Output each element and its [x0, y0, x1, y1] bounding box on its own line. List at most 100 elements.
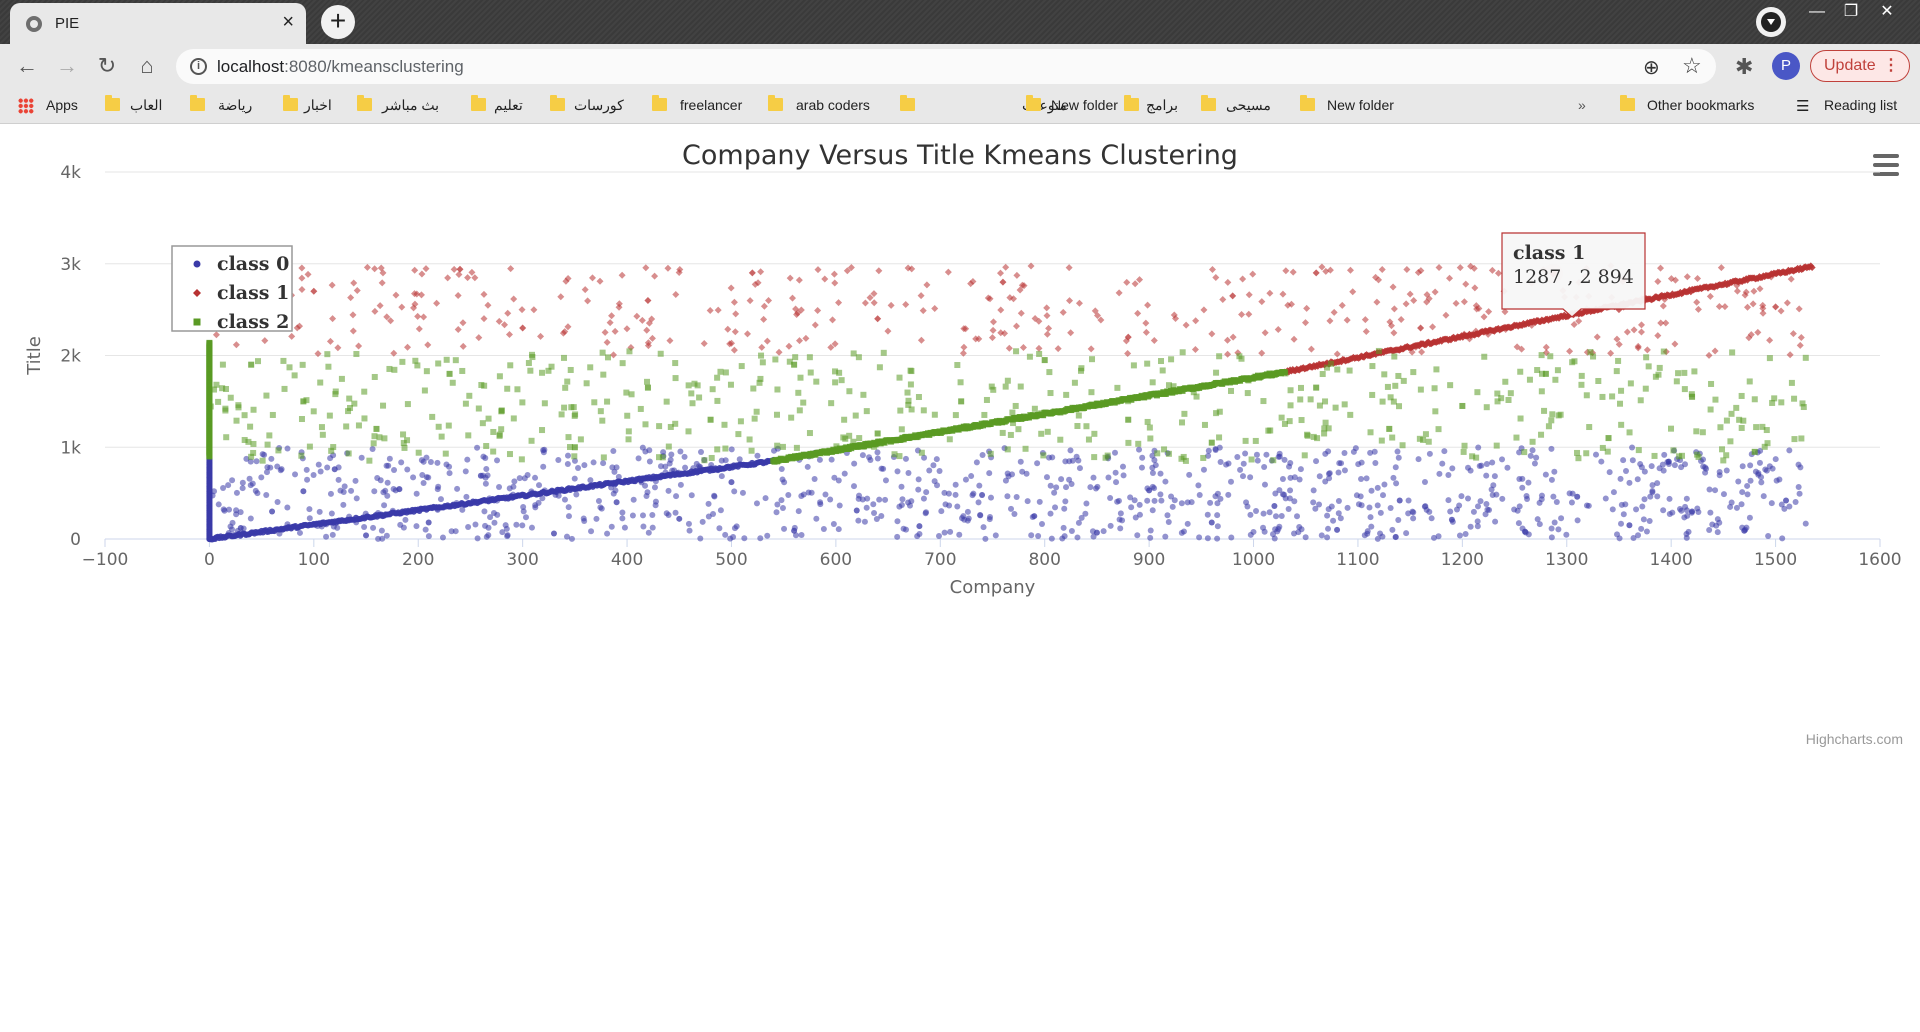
chart-credits[interactable]: Highcharts.com — [1805, 731, 1903, 747]
data-point — [581, 462, 588, 469]
data-point — [1441, 448, 1448, 455]
bookmark-item[interactable]: اخبار — [304, 97, 332, 113]
data-point — [1085, 436, 1092, 443]
bookmark-star-icon[interactable]: ☆ — [1682, 53, 1702, 78]
data-point — [558, 411, 565, 418]
close-window-button[interactable]: ✕ — [1880, 3, 1894, 20]
data-point — [1435, 264, 1443, 272]
bookmark-item[interactable]: برامج — [1146, 97, 1179, 113]
data-point — [1374, 535, 1381, 542]
data-point — [233, 507, 240, 514]
data-point — [1475, 444, 1482, 451]
data-point — [1716, 469, 1723, 476]
forward-arrow-icon[interactable]: → — [56, 53, 78, 78]
bookmark-item[interactable]: New folder — [1051, 97, 1118, 113]
bookmark-item[interactable]: بث مباشر — [382, 97, 439, 113]
data-point — [882, 477, 889, 484]
bookmark-item[interactable]: arab coders — [796, 97, 870, 113]
new-tab-button[interactable]: + — [321, 5, 355, 39]
legend-item[interactable]: class 1 — [217, 282, 289, 304]
reading-list-icon[interactable]: ☰ — [1796, 98, 1810, 115]
data-point — [860, 391, 867, 398]
minimize-button[interactable]: — — [1809, 3, 1825, 20]
bookmark-item[interactable]: رياضة — [218, 97, 253, 113]
address-bar[interactable]: i localhost:8080/kmeansclustering ⊕ ☆ — [176, 49, 1716, 84]
bookmark-other[interactable]: Other bookmarks — [1647, 97, 1755, 113]
data-point — [221, 507, 228, 514]
data-point — [303, 466, 310, 473]
legend-item[interactable]: class 0 — [217, 253, 289, 275]
data-point — [863, 504, 870, 511]
data-point — [1157, 491, 1164, 498]
close-tab-icon[interactable]: × — [282, 11, 294, 33]
browser-tab[interactable]: PIE × — [10, 3, 306, 44]
data-point — [424, 341, 432, 349]
data-point — [1287, 474, 1294, 481]
tab-search-icon[interactable] — [1756, 7, 1786, 37]
data-point — [1162, 533, 1169, 540]
data-point — [758, 352, 765, 359]
data-point — [1326, 475, 1333, 482]
data-point — [1313, 384, 1320, 391]
data-point — [448, 528, 455, 535]
data-point — [1526, 376, 1533, 383]
bookmarks-overflow-icon[interactable]: » — [1578, 97, 1586, 113]
data-point — [1459, 402, 1466, 409]
home-icon[interactable]: ⌂ — [140, 53, 154, 78]
data-point — [1723, 452, 1730, 459]
bookmark-item[interactable]: New folder — [1327, 97, 1394, 113]
data-point — [975, 499, 982, 506]
extensions-puzzle-icon[interactable]: ✱ — [1735, 54, 1754, 79]
data-point — [1456, 532, 1463, 539]
data-point — [1587, 349, 1594, 356]
data-point — [1244, 390, 1251, 397]
y-tick-label: 4k — [60, 163, 81, 183]
data-point — [400, 439, 407, 446]
data-point — [1139, 454, 1146, 461]
data-point — [938, 508, 945, 515]
data-point — [1036, 350, 1043, 357]
tooltip-box — [1501, 232, 1646, 318]
bookmark-item[interactable]: freelancer — [680, 97, 743, 113]
zoom-icon[interactable]: ⊕ — [1643, 57, 1660, 79]
bookmark-reading-list[interactable]: Reading list — [1824, 97, 1898, 113]
bookmark-item[interactable]: العاب — [130, 97, 163, 113]
data-point — [484, 472, 491, 479]
data-point — [1393, 480, 1400, 487]
hamburger-menu-icon[interactable] — [1873, 154, 1899, 176]
bookmark-apps[interactable]: Apps — [46, 97, 78, 113]
data-point — [463, 493, 470, 500]
data-point — [822, 491, 829, 498]
bookmark-item[interactable]: مسيحى — [1226, 97, 1271, 113]
data-point — [1474, 523, 1481, 530]
data-point — [1178, 529, 1185, 536]
data-point — [952, 491, 959, 498]
bookmark-item[interactable]: تعليم — [494, 97, 523, 113]
update-button[interactable]: Update ⋮ — [1810, 50, 1910, 82]
data-point — [575, 464, 582, 471]
data-point — [1623, 328, 1631, 336]
data-point — [1238, 355, 1245, 362]
bookmark-item[interactable]: كورسات — [574, 97, 624, 113]
reload-icon[interactable]: ↻ — [97, 53, 117, 78]
data-point — [1551, 519, 1558, 526]
data-point — [215, 398, 222, 405]
x-tick-label: 700 — [924, 550, 956, 570]
info-icon[interactable]: i — [190, 58, 207, 75]
data-point — [1795, 305, 1803, 313]
data-point — [298, 264, 306, 272]
data-point — [625, 428, 632, 435]
data-point — [1431, 288, 1439, 296]
data-point — [1462, 280, 1470, 288]
restore-button[interactable]: ❐ — [1843, 3, 1859, 20]
back-arrow-icon[interactable]: ← — [16, 53, 38, 78]
profile-avatar[interactable]: P — [1772, 52, 1800, 80]
data-point — [730, 533, 737, 540]
data-point — [564, 460, 571, 467]
data-point — [1465, 495, 1472, 502]
data-point — [688, 492, 695, 499]
legend-item[interactable]: class 2 — [217, 311, 289, 333]
url-text[interactable]: localhost:8080/kmeansclustering — [217, 57, 464, 76]
data-point — [1456, 264, 1464, 272]
data-point — [1390, 329, 1398, 337]
